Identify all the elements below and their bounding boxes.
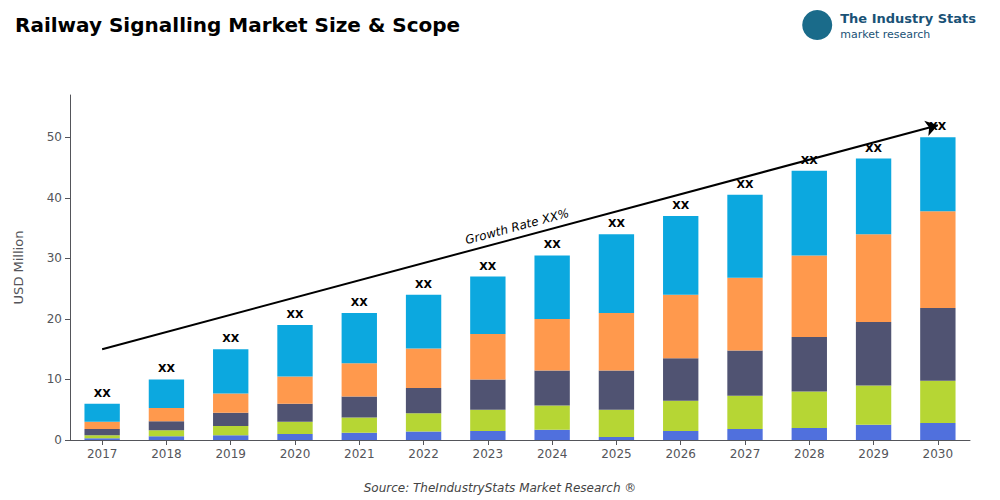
svg-text:40: 40 <box>47 191 62 205</box>
svg-text:XX: XX <box>737 178 754 191</box>
svg-text:USD Million: USD Million <box>11 231 26 305</box>
svg-text:market research: market research <box>840 28 930 41</box>
svg-text:2021: 2021 <box>344 447 375 461</box>
svg-text:XX: XX <box>94 387 111 400</box>
svg-text:2020: 2020 <box>280 447 311 461</box>
svg-text:XX: XX <box>929 120 947 134</box>
svg-text:XX: XX <box>800 153 818 167</box>
svg-text:The Industry Stats: The Industry Stats <box>840 11 976 26</box>
svg-text:XX: XX <box>222 332 239 345</box>
svg-text:50: 50 <box>47 130 62 144</box>
svg-text:2023: 2023 <box>473 447 504 461</box>
svg-text:Source: TheIndustryStats Marke: Source: TheIndustryStats Market Research… <box>364 481 637 495</box>
svg-text:2024: 2024 <box>537 447 568 461</box>
svg-text:2018: 2018 <box>151 447 182 461</box>
svg-text:XX: XX <box>865 141 883 155</box>
svg-text:10: 10 <box>47 372 62 386</box>
svg-text:XX: XX <box>158 362 175 375</box>
svg-text:2026: 2026 <box>665 447 696 461</box>
svg-text:XX: XX <box>415 278 432 291</box>
svg-text:XX: XX <box>351 296 368 309</box>
svg-text:2030: 2030 <box>923 447 954 461</box>
svg-text:XX: XX <box>544 238 561 251</box>
svg-text:2029: 2029 <box>858 447 889 461</box>
svg-text:Railway Signalling Market Size: Railway Signalling Market Size & Scope <box>15 13 460 37</box>
svg-text:XX: XX <box>479 260 496 273</box>
svg-text:Growth Rate XX%: Growth Rate XX% <box>464 206 571 247</box>
svg-text:2019: 2019 <box>215 447 246 461</box>
svg-text:XX: XX <box>672 199 689 212</box>
svg-text:0: 0 <box>54 433 62 447</box>
svg-text:2017: 2017 <box>87 447 118 461</box>
svg-text:2022: 2022 <box>408 447 439 461</box>
svg-text:2025: 2025 <box>601 447 632 461</box>
svg-text:20: 20 <box>47 312 62 326</box>
svg-text:2028: 2028 <box>794 447 825 461</box>
svg-text:30: 30 <box>47 251 62 265</box>
svg-text:XX: XX <box>287 308 304 321</box>
svg-text:2027: 2027 <box>730 447 761 461</box>
svg-text:XX: XX <box>608 217 625 230</box>
